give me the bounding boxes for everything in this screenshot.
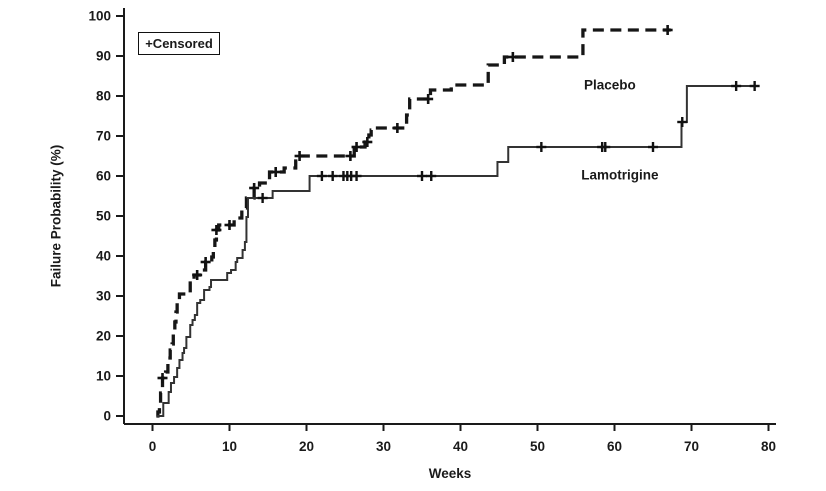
censor-mark	[426, 171, 437, 181]
lamotrigine-curve	[156, 85, 757, 417]
censor-mark	[423, 94, 434, 104]
censor-mark	[211, 225, 222, 235]
x-tick-label: 50	[530, 439, 545, 454]
lamotrigine-series-label: Lamotrigine	[581, 167, 659, 183]
censor-mark	[200, 257, 211, 267]
x-tick-label: 70	[684, 439, 699, 454]
y-tick-label: 30	[96, 289, 111, 304]
censor-mark	[662, 25, 673, 35]
x-tick-label: 30	[376, 439, 391, 454]
tick-label-layer: 0 10 20 30 40 50 60 70 80 0 10 20 30 40 50 60 70 80 90 100	[88, 9, 776, 455]
y-tick-label: 50	[96, 209, 111, 224]
censor-mark	[362, 137, 373, 147]
censor-mark	[327, 171, 338, 181]
y-tick-label: 80	[96, 89, 111, 104]
censor-mark	[345, 151, 356, 161]
y-tick-label: 20	[96, 329, 111, 344]
censored-legend: +Censored	[138, 32, 220, 55]
censor-mark	[417, 171, 427, 181]
censor-mark	[600, 142, 611, 152]
censor-mark	[507, 52, 518, 62]
y-tick-label: 90	[96, 49, 111, 64]
censor-mark	[192, 270, 203, 280]
placebo-series-label: Placebo	[583, 77, 636, 93]
series-layer	[156, 28, 757, 418]
y-tick-label: 40	[96, 249, 111, 264]
x-tick-label: 40	[453, 439, 468, 454]
censor-mark	[294, 151, 305, 161]
censor-mark	[257, 193, 268, 203]
censor-layer	[157, 25, 760, 383]
censor-mark	[249, 183, 260, 193]
censor-mark	[316, 171, 327, 181]
censor-mark	[270, 167, 281, 177]
y-axis-title: Failure Probability (%)	[48, 144, 64, 288]
censor-mark	[224, 220, 235, 230]
censor-mark	[648, 142, 658, 152]
censored-legend-label: +Censored	[145, 36, 213, 51]
censor-mark	[157, 373, 168, 383]
censor-mark	[731, 81, 742, 91]
x-tick-label: 80	[761, 439, 776, 454]
x-axis-title: Weeks	[428, 466, 472, 481]
x-tick-label: 60	[607, 439, 622, 454]
x-tick-label: 0	[149, 439, 157, 454]
y-tick-label: 0	[103, 409, 111, 424]
x-tick-label: 20	[299, 439, 314, 454]
censor-mark	[536, 142, 547, 152]
y-tick-label: 100	[88, 9, 111, 24]
x-tick-label: 10	[222, 439, 237, 454]
censor-mark	[392, 123, 403, 133]
y-tick-label: 70	[96, 129, 111, 144]
censor-mark	[351, 142, 362, 152]
censor-mark	[351, 171, 362, 181]
y-tick-label: 10	[96, 369, 111, 384]
axes-layer	[116, 8, 776, 431]
censor-mark	[677, 117, 688, 127]
y-tick-label: 60	[96, 169, 111, 184]
censor-mark	[749, 81, 760, 91]
